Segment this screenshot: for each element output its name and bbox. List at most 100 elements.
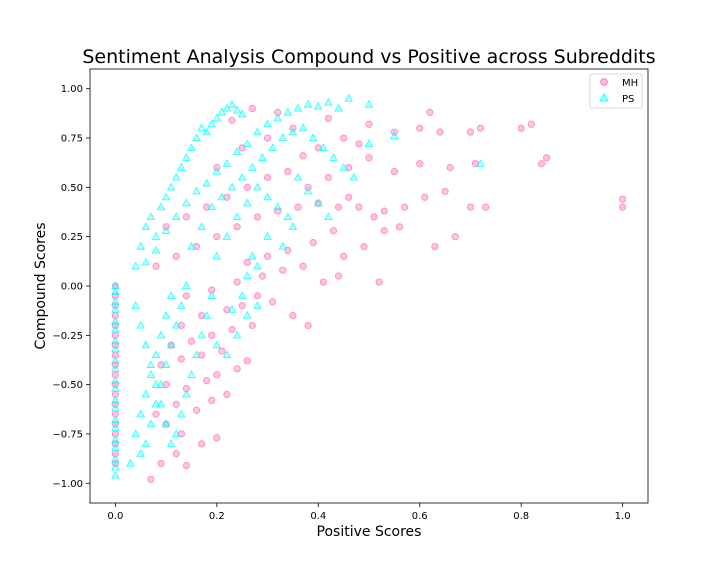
data-point-mh xyxy=(345,193,353,201)
data-point-mh xyxy=(263,134,272,142)
data-point-mh xyxy=(233,365,241,373)
data-point-ps xyxy=(111,435,120,443)
data-point-mh xyxy=(299,262,307,270)
data-point-ps xyxy=(237,172,247,181)
data-point-ps xyxy=(141,340,151,349)
data-point-ps xyxy=(111,403,120,412)
legend-marker-ps xyxy=(599,92,609,102)
data-point-ps xyxy=(217,192,227,201)
y-tick-label: 0.75 xyxy=(61,134,83,145)
data-point-mh xyxy=(482,203,490,211)
data-point-mh xyxy=(426,108,434,117)
legend-frame xyxy=(589,73,643,109)
data-point-mh xyxy=(375,278,383,286)
data-point-ps xyxy=(141,389,151,398)
data-point-mh xyxy=(451,233,459,241)
data-point-ps xyxy=(390,131,399,140)
data-point-ps xyxy=(192,133,201,142)
data-point-ps xyxy=(242,198,252,207)
data-point-ps xyxy=(171,172,181,181)
data-point-ps xyxy=(293,172,303,181)
data-point-ps xyxy=(263,119,272,128)
data-point-ps xyxy=(146,212,156,221)
data-point-ps xyxy=(111,336,120,345)
data-point-ps xyxy=(187,241,196,250)
data-point-mh xyxy=(182,461,190,470)
x-tick-label: 0.4 xyxy=(310,511,326,522)
data-point-ps xyxy=(187,370,196,378)
data-point-mh xyxy=(476,124,485,132)
legend: MH PS xyxy=(589,73,643,109)
legend-label-mh: MH xyxy=(622,78,638,89)
data-point-mh xyxy=(390,167,398,176)
data-point-ps xyxy=(344,93,354,102)
data-point-mh xyxy=(172,252,180,261)
data-point-ps xyxy=(192,186,201,195)
data-point-ps xyxy=(141,257,151,266)
data-point-mh xyxy=(269,298,277,306)
data-point-ps xyxy=(242,310,252,319)
data-point-ps xyxy=(283,212,293,221)
data-point-ps xyxy=(141,222,151,230)
data-point-ps xyxy=(222,159,232,167)
data-point-ps xyxy=(136,449,146,457)
data-point-mh xyxy=(279,266,287,274)
data-point-ps xyxy=(324,212,333,221)
data-point-mh xyxy=(416,160,424,168)
data-point-ps xyxy=(293,103,303,112)
data-point-mh xyxy=(253,213,261,221)
data-point-ps xyxy=(187,143,196,151)
data-point-mh xyxy=(340,134,348,142)
data-point-ps xyxy=(197,222,206,230)
data-point-ps xyxy=(151,245,161,254)
data-point-ps xyxy=(111,344,120,353)
data-point-ps xyxy=(237,291,247,299)
data-point-ps xyxy=(111,415,120,424)
data-point-ps xyxy=(308,133,318,142)
data-point-ps xyxy=(227,305,237,313)
data-point-ps xyxy=(161,226,171,234)
data-point-ps xyxy=(263,192,272,201)
data-point-mh xyxy=(243,357,251,365)
data-point-ps xyxy=(146,360,156,368)
data-point-ps xyxy=(177,409,186,418)
data-point-ps xyxy=(166,291,176,299)
data-point-mh xyxy=(380,227,388,235)
data-point-mh xyxy=(334,272,343,280)
data-point-mh xyxy=(355,140,363,148)
data-point-mh xyxy=(436,128,444,136)
data-point-mh xyxy=(431,242,439,251)
data-point-mh xyxy=(213,371,221,379)
data-point-ps xyxy=(242,139,252,148)
y-tick-label: 1.00 xyxy=(61,84,83,95)
data-point-ps xyxy=(182,389,191,398)
data-point-ps xyxy=(319,143,328,151)
data-point-ps xyxy=(288,222,298,230)
data-point-ps xyxy=(253,301,262,309)
data-point-mh xyxy=(416,124,424,132)
data-point-ps xyxy=(141,439,151,447)
y-tick-label: 0.25 xyxy=(61,232,83,243)
data-point-ps xyxy=(248,163,257,171)
y-tick-label: −1.00 xyxy=(52,479,83,490)
data-point-ps xyxy=(111,423,120,432)
data-point-ps xyxy=(232,147,242,155)
data-point-ps xyxy=(227,182,237,191)
data-point-mh xyxy=(380,207,388,215)
data-point-ps xyxy=(151,232,161,240)
data-point-ps xyxy=(278,241,288,250)
x-tick-label: 1.0 xyxy=(615,511,631,522)
data-point-mh xyxy=(365,154,373,162)
data-point-ps xyxy=(313,198,323,207)
data-point-ps xyxy=(136,409,146,418)
data-point-ps xyxy=(151,380,161,388)
data-point-ps xyxy=(177,163,186,171)
data-point-ps xyxy=(237,109,247,118)
data-point-mh xyxy=(182,292,190,300)
data-point-ps xyxy=(273,202,282,211)
data-point-ps xyxy=(232,212,242,221)
data-point-mh xyxy=(243,183,251,191)
data-point-ps xyxy=(202,127,211,136)
x-tick-label: 0.8 xyxy=(513,511,529,522)
